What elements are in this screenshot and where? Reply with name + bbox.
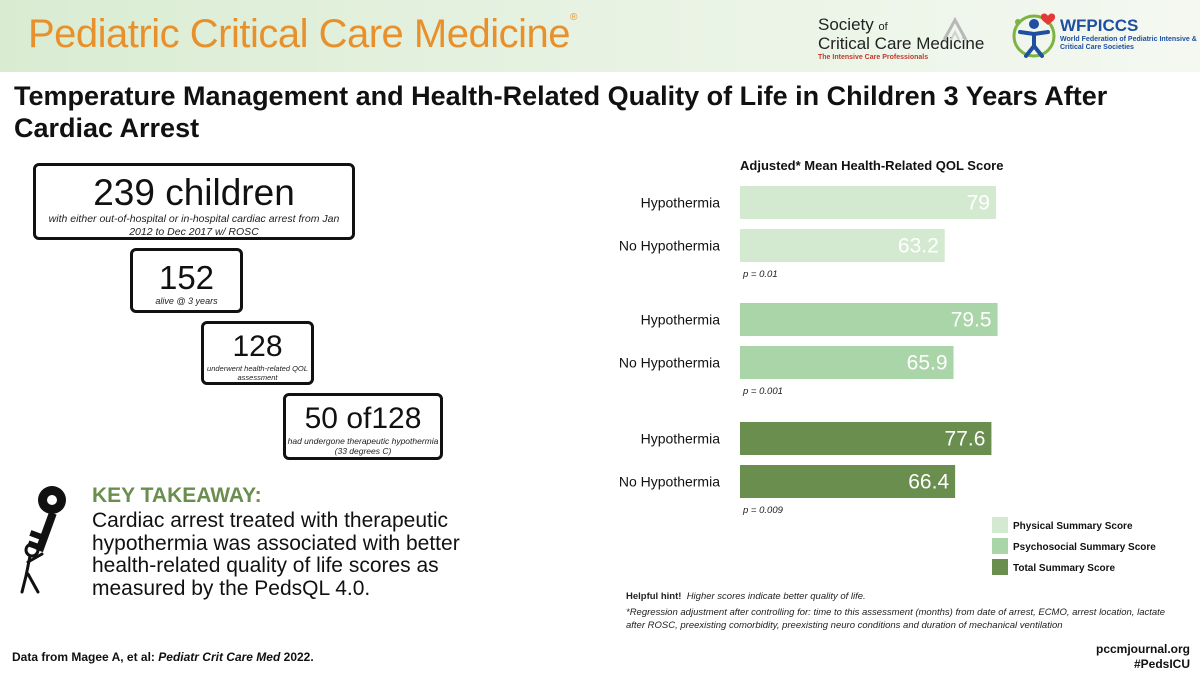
bar [740, 186, 996, 219]
wfpiccs-logo-text: WFPICCS World Federation of Pediatric In… [1060, 16, 1197, 53]
funnel-description: alive @ 3 years [155, 296, 218, 306]
legend-swatch [992, 538, 1008, 554]
sccm-tagline: The Intensive Care Professionals [818, 54, 929, 61]
bar [740, 229, 945, 262]
p-value-label: p = 0.001 [742, 386, 783, 397]
legend-swatch [992, 559, 1008, 575]
source-journal: Pediatr Crit Care Med [158, 650, 281, 664]
bar-category-label: Hypothermia [641, 431, 721, 447]
bar-value-label: 79.5 [951, 309, 992, 332]
bar-category-label: Hypothermia [641, 195, 721, 211]
helpful-hint: Helpful hint! Higher scores indicate bet… [626, 591, 866, 602]
legend-entry: Psychosocial Summary Score [1013, 542, 1156, 553]
bar [740, 465, 956, 498]
journal-name: Pediatric Critical Care Medicine [28, 12, 570, 56]
p-value-label: p = 0.009 [742, 505, 784, 516]
footnote: *Regression adjustment after controlling… [626, 607, 1166, 631]
page-title: Temperature Management and Health-Relate… [14, 81, 1108, 144]
sccm-mark-icon [942, 16, 968, 41]
funnel-box-assessed: 128 underwent health-related QOL assessm… [201, 321, 314, 385]
bar-category-label: Hypothermia [641, 312, 721, 328]
registered-mark: ® [569, 12, 577, 23]
bar-value-label: 63.2 [898, 235, 939, 258]
hint-text: Higher scores indicate better quality of… [686, 591, 866, 602]
wfpiccs-line1: World Federation of Pediatric Intensive … [1060, 36, 1197, 43]
funnel-count: 152 [158, 259, 215, 296]
key-takeaway-text: Cardiac arrest treated with therapeutic … [92, 509, 460, 601]
funnel-box-hypothermia: 50 of128 had undergone therapeutic hypot… [283, 393, 443, 460]
source-citation: Data from Magee A, et al: Pediatr Crit C… [12, 650, 314, 664]
funnel-description: with either out-of-hospital or in-hospit… [48, 213, 340, 238]
header-banner: Pediatric Critical Care Medicine® Societ… [0, 0, 1200, 72]
funnel-count: 239 children [93, 172, 295, 213]
funnel-description: underwent health-related QOL assessment [207, 364, 308, 382]
bar [740, 346, 954, 379]
wfpiccs-acronym: WFPICCS [1060, 16, 1139, 35]
sccm-line1a: Society [818, 15, 874, 34]
funnel-box-enrolled: 239 children with either out-of-hospital… [33, 163, 355, 240]
key-takeaway-heading: KEY TAKEAWAY: [92, 484, 262, 507]
chart-title: Adjusted* Mean Health-Related QOL Score [740, 158, 1003, 173]
funnel-box-alive: 152 alive @ 3 years [130, 248, 243, 313]
funnel-description: had undergone therapeutic hypothermia (3… [287, 436, 439, 457]
bar-value-label: 77.6 [945, 428, 986, 451]
journal-logo: Pediatric Critical Care Medicine® [28, 12, 577, 57]
bar-value-label: 65.9 [907, 352, 948, 375]
wfpiccs-figure-icon [1012, 13, 1056, 58]
hint-label: Helpful hint! [626, 591, 682, 602]
bar-value-label: 79 [967, 192, 990, 215]
bar-value-label: 66.4 [908, 471, 949, 494]
funnel-count: 50 of128 [304, 402, 422, 435]
source-year: 2022. [280, 650, 314, 664]
bar-category-label: No Hypothermia [619, 474, 720, 490]
bar [740, 422, 992, 455]
bar [740, 303, 998, 336]
key-person-icon [20, 486, 66, 594]
legend-entry: Total Summary Score [1013, 563, 1116, 574]
source-prefix: Data from Magee A, et al: [12, 650, 159, 664]
bar-category-label: No Hypothermia [619, 355, 720, 371]
qol-bar-chart: Adjusted* Mean Health-Related QOL Score H… [619, 158, 1156, 575]
journal-url[interactable]: pccmjournal.org [1095, 642, 1190, 656]
funnel-count: 128 [232, 330, 283, 363]
legend-swatch [992, 517, 1008, 533]
wfpiccs-line2: Critical Care Societies [1060, 44, 1134, 52]
legend-entry: Physical Summary Score [1013, 521, 1133, 532]
bar-category-label: No Hypothermia [619, 238, 720, 254]
p-value-label: p = 0.01 [742, 269, 778, 280]
hashtag: #PedsICU [1133, 657, 1190, 671]
sccm-line1b: of [878, 21, 888, 33]
